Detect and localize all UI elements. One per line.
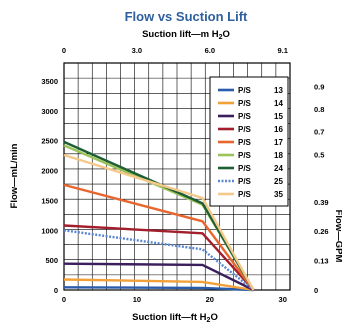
- chart-title: Flow vs Suction Lift: [125, 9, 248, 24]
- legend-prefix: P/S: [238, 138, 252, 147]
- y-tick-label: 3500: [41, 77, 58, 86]
- top-tick-label: 3.0: [132, 46, 142, 55]
- top-tick-label: 9.1: [277, 46, 287, 55]
- legend-label: 35: [274, 190, 283, 199]
- top-axis-ticks: 0 3.0 6.0 9.1: [62, 46, 288, 55]
- y-tick-label: 1500: [41, 196, 58, 205]
- right-tick-label: 0.13: [314, 257, 329, 266]
- x-axis-ticks: 0 10 20 30: [62, 295, 287, 304]
- legend-title: P/S: [238, 86, 252, 95]
- right-tick-label: 0.39: [314, 198, 329, 207]
- legend-label: 16: [274, 125, 283, 134]
- right-axis-ticks: 0.9 0.8 0.7 0.5 0.39 0.26 0.13 0: [314, 82, 329, 295]
- legend-label: 24: [274, 164, 283, 173]
- y-tick-label: 500: [45, 256, 58, 265]
- series-lines: [63, 140, 255, 292]
- series-line-ps-17: [63, 183, 255, 291]
- y-axis-ticks: 0 500 1000 1500 2000 2500 3000 3500: [41, 77, 58, 295]
- legend-label: 15: [274, 112, 283, 121]
- top-tick-label: 6.0: [205, 46, 215, 55]
- legend-prefix: P/S: [238, 112, 252, 121]
- right-tick-label: 0: [314, 286, 318, 295]
- top-tick-label: 0: [62, 46, 66, 55]
- legend-prefix: P/S: [238, 99, 252, 108]
- right-tick-label: 0.8: [314, 105, 324, 114]
- legend-label: 25: [274, 177, 283, 186]
- legend-prefix: P/S: [238, 151, 252, 160]
- series-line-ps-16: [63, 224, 255, 291]
- series-line-ps-35: [63, 153, 255, 291]
- right-tick-label: 0.26: [314, 227, 329, 236]
- legend-prefix: P/S: [238, 190, 252, 199]
- x-tick-label: 20: [206, 295, 214, 304]
- y-tick-label: 0: [54, 286, 58, 295]
- legend-prefix: P/S: [238, 164, 252, 173]
- series-line-ps-14: [63, 278, 254, 292]
- legend-label: 18: [274, 151, 283, 160]
- legend: P/S 13 P/S 14 P/S 15 P/S 16 P/S 17 P/S 18 P/S 24 P/S 25…: [209, 76, 289, 207]
- series-line-ps-13: [63, 286, 254, 292]
- series-line-ps-25: [63, 229, 255, 291]
- x-axis-title: Suction lift—ft H2O: [132, 312, 218, 324]
- right-tick-label: 0.5: [314, 150, 324, 159]
- legend-label: 14: [274, 99, 283, 108]
- y-tick-label: 2500: [41, 137, 58, 146]
- legend-prefix: P/S: [238, 177, 252, 186]
- x-tick-label: 0: [62, 295, 66, 304]
- legend-label: 13: [274, 86, 283, 95]
- x-tick-label: 10: [133, 295, 141, 304]
- right-tick-label: 0.9: [314, 82, 324, 91]
- legend-prefix: P/S: [238, 125, 252, 134]
- y-tick-label: 2000: [41, 167, 58, 176]
- plot-frame: [63, 62, 291, 291]
- series-line-ps-15: [63, 262, 255, 292]
- right-axis-title: Flow—GPM: [333, 210, 342, 263]
- legend-label: 17: [274, 138, 283, 147]
- x-tick-label: 30: [279, 295, 287, 304]
- top-axis-title: Suction lift—m H2O: [142, 29, 230, 41]
- y-tick-label: 1000: [41, 226, 58, 235]
- right-tick-label: 0.7: [314, 128, 324, 137]
- y-axis-title: Flow—mL/min: [9, 143, 20, 208]
- y-tick-label: 3000: [41, 107, 58, 116]
